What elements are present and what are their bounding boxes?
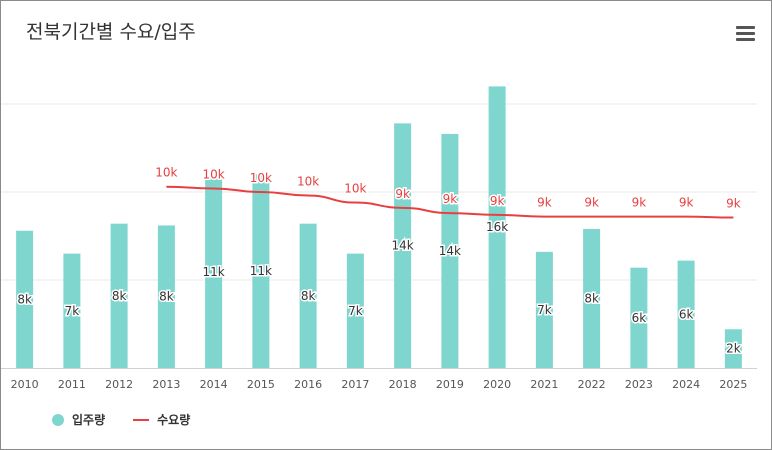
x-tick-label: 2022 [578,378,606,391]
bar-data-label: 16k [486,220,508,234]
bar-data-label: 7k [537,303,552,317]
bar-data-label: 8k [112,289,127,303]
x-tick-label: 2016 [294,378,322,391]
bar-data-label: 8k [159,290,174,304]
line-data-label: 9k [726,197,741,211]
menu-icon[interactable] [736,26,755,42]
bar [394,123,412,368]
x-tick-label: 2024 [672,378,700,391]
bar-data-label: 7k [348,304,363,318]
bar-data-label: 14k [439,244,461,258]
bar [724,329,742,368]
bar [299,223,317,368]
x-tick-label: 2020 [483,378,511,391]
bar [157,225,175,368]
chart-title: 전북기간별 수요/입주 [26,21,196,43]
bar-data-label: 6k [632,311,647,325]
bar [346,253,364,368]
x-tick-label: 2023 [625,378,653,391]
legend-label-supply: 입주량 [72,413,106,427]
line-data-label: 10k [297,175,319,189]
legend-line-icon [133,418,150,421]
bar [488,86,506,369]
legend-item-supply[interactable]: 입주량 [52,411,105,428]
bar-data-label: 6k [679,307,694,321]
bar [16,230,34,368]
line-data-label: 10k [155,166,177,180]
legend: 입주량 수요량 [52,411,218,428]
line-data-label: 9k [490,194,505,208]
bar [677,260,695,368]
line-data-label: 9k [584,196,599,210]
bar-data-label: 8k [584,291,599,305]
x-tick-label: 2010 [11,378,39,391]
bar [535,251,553,368]
bar [630,267,648,368]
bar-data-label: 2k [726,342,741,356]
bar [205,176,223,368]
bar [63,253,81,368]
legend-item-demand[interactable]: 수요량 [133,411,190,428]
bar-data-label: 11k [203,265,225,279]
x-tick-label: 2025 [719,378,747,391]
bar-data-label: 8k [17,292,32,306]
x-tick-label: 2018 [389,378,417,391]
demand-line [166,185,734,219]
line-data-label: 9k [395,187,410,201]
bar [583,228,601,368]
line-data-label: 9k [443,192,458,206]
bar [252,174,270,368]
line-data-label: 10k [250,171,272,185]
legend-dot-icon [52,413,64,426]
x-tick-label: 2011 [58,378,86,391]
line-data-label: 9k [537,196,552,210]
x-tick-label: 2021 [530,378,558,391]
bar-data-label: 11k [250,264,272,278]
x-tick-label: 2014 [200,378,228,391]
line-data-label: 9k [632,196,647,210]
line-data-label: 9k [679,196,694,210]
bar-data-label: 14k [392,239,414,253]
bar-data-label: 8k [301,289,316,303]
x-tick-label: 2017 [341,378,369,391]
x-tick-label: 2013 [152,378,180,391]
legend-label-demand: 수요량 [157,413,191,427]
bar [110,223,128,368]
bar-data-label: 7k [65,304,80,318]
x-tick-label: 2019 [436,378,464,391]
bar [441,133,459,368]
x-tick-label: 2015 [247,378,275,391]
x-tick-label: 2012 [105,378,133,391]
line-data-label: 10k [203,167,225,181]
line-data-label: 10k [344,182,366,196]
